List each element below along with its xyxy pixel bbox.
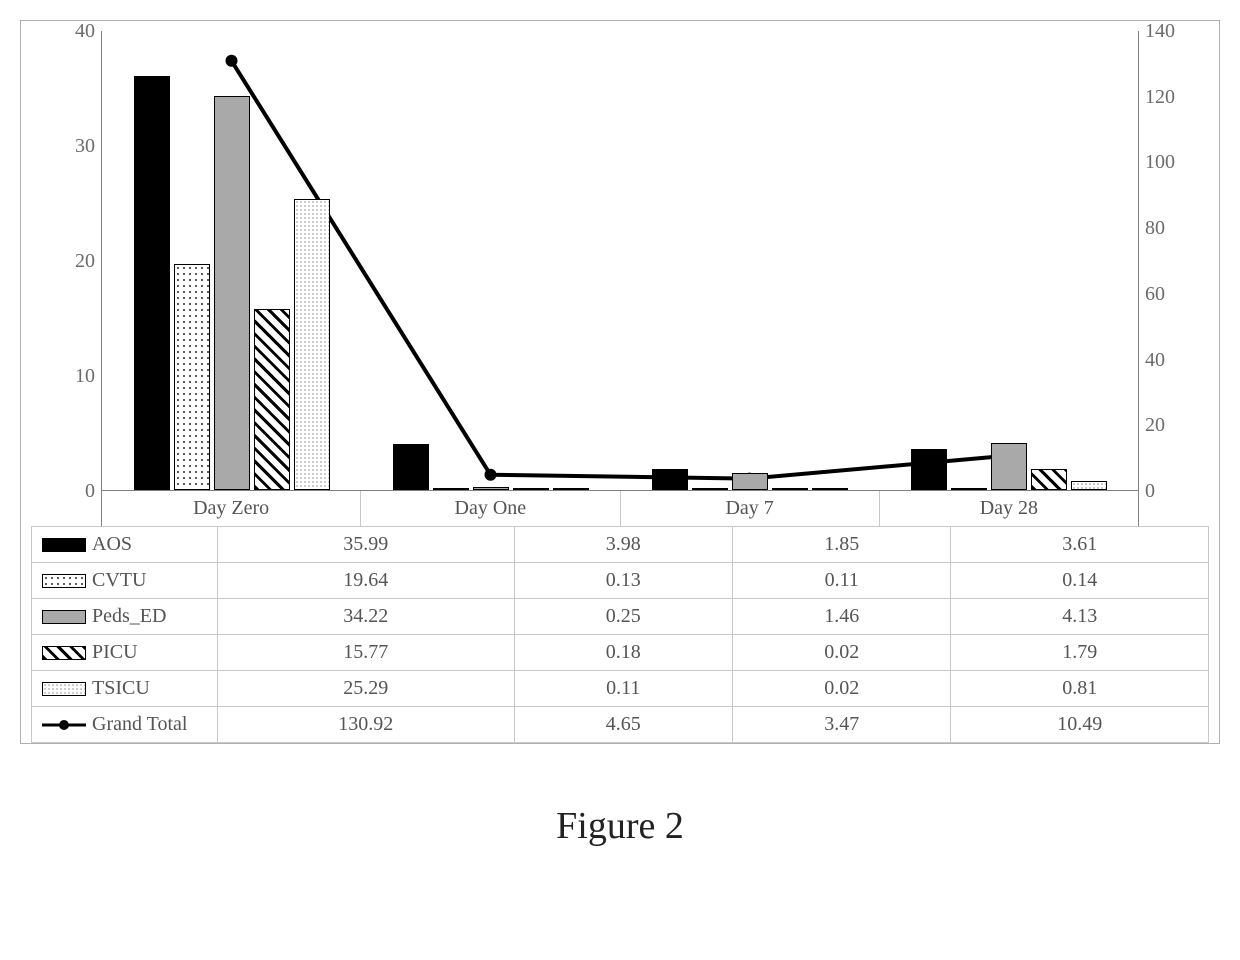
plot: Day Zero Day One Day 7 Day 28 — [101, 31, 1139, 526]
bar-tsicu — [294, 199, 330, 490]
legend-cell: TSICU — [32, 671, 218, 707]
value-cell: 1.46 — [733, 599, 951, 635]
value-cell: 0.11 — [733, 563, 951, 599]
value-cell: 0.25 — [514, 599, 732, 635]
table-row: Grand Total 130.924.653.4710.49 — [32, 707, 1209, 743]
bar-peds — [473, 487, 509, 490]
value-cell: 0.02 — [733, 635, 951, 671]
value-cell: 0.18 — [514, 635, 732, 671]
table-row: Peds_ED 34.220.251.464.13 — [32, 599, 1209, 635]
legend-swatch — [42, 574, 86, 588]
plot-area — [102, 31, 1138, 491]
legend-cell: Peds_ED — [32, 599, 218, 635]
bar-tsicu — [553, 488, 589, 490]
series-name: Grand Total — [92, 713, 187, 735]
y-axis-left: 40 30 20 10 0 — [31, 31, 101, 491]
series-name: PICU — [92, 641, 138, 663]
value-cell: 0.81 — [951, 671, 1209, 707]
x-label: Day Zero — [102, 491, 361, 526]
x-label: Day 28 — [880, 491, 1138, 526]
table-row: TSICU 25.290.110.020.81 — [32, 671, 1209, 707]
bar-tsicu — [1071, 481, 1107, 490]
bar-group — [911, 443, 1107, 490]
value-cell: 4.65 — [514, 707, 732, 743]
chart-frame: 40 30 20 10 0 Day Zero Day One Day 7 Day… — [20, 20, 1220, 744]
legend-cell: PICU — [32, 635, 218, 671]
value-cell: 3.98 — [514, 527, 732, 563]
table-row: AOS 35.993.981.853.61 — [32, 527, 1209, 563]
x-axis-labels: Day Zero Day One Day 7 Day 28 — [102, 491, 1138, 526]
legend-cell: AOS — [32, 527, 218, 563]
x-label: Day One — [361, 491, 620, 526]
value-cell: 25.29 — [218, 671, 515, 707]
value-cell: 19.64 — [218, 563, 515, 599]
legend-swatch — [42, 610, 86, 624]
value-cell: 1.85 — [733, 527, 951, 563]
legend-cell: CVTU — [32, 563, 218, 599]
value-cell: 0.02 — [733, 671, 951, 707]
value-cell: 0.11 — [514, 671, 732, 707]
value-cell: 15.77 — [218, 635, 515, 671]
bar-cvtu — [951, 488, 987, 490]
bar-aos — [393, 444, 429, 490]
value-cell: 0.13 — [514, 563, 732, 599]
line-marker — [226, 55, 238, 67]
bar-picu — [772, 488, 808, 490]
table-row: PICU 15.770.180.021.79 — [32, 635, 1209, 671]
bar-tsicu — [812, 488, 848, 490]
legend-swatch — [42, 682, 86, 696]
bar-cvtu — [692, 488, 728, 490]
bar-peds — [732, 473, 768, 490]
bar-picu — [513, 488, 549, 490]
value-cell: 3.47 — [733, 707, 951, 743]
data-table: AOS35.993.981.853.61CVTU19.640.130.110.1… — [31, 526, 1209, 743]
value-cell: 4.13 — [951, 599, 1209, 635]
bar-picu — [254, 309, 290, 490]
value-cell: 3.61 — [951, 527, 1209, 563]
value-cell: 130.92 — [218, 707, 515, 743]
grand-total-line — [232, 61, 1009, 479]
bar-aos — [911, 449, 947, 491]
value-cell: 1.79 — [951, 635, 1209, 671]
y-axis-right: 140 120 100 80 60 40 20 0 — [1139, 31, 1209, 491]
series-name: Peds_ED — [92, 605, 166, 627]
figure-caption: Figure 2 — [20, 804, 1220, 848]
bar-group — [134, 76, 330, 490]
legend-swatch — [42, 538, 86, 552]
legend-swatch — [42, 646, 86, 660]
bar-peds — [991, 443, 1027, 490]
bar-aos — [134, 76, 170, 490]
series-name: AOS — [92, 533, 132, 555]
legend-cell: Grand Total — [32, 707, 218, 743]
legend-line-icon — [42, 718, 86, 732]
series-name: CVTU — [92, 569, 146, 591]
bar-group — [393, 444, 589, 490]
bar-peds — [214, 96, 250, 490]
bar-aos — [652, 469, 688, 490]
bar-cvtu — [433, 488, 469, 490]
bar-picu — [1031, 469, 1067, 490]
value-cell: 10.49 — [951, 707, 1209, 743]
bar-cvtu — [174, 264, 210, 490]
value-cell: 34.22 — [218, 599, 515, 635]
chart-wrap: 40 30 20 10 0 Day Zero Day One Day 7 Day… — [31, 31, 1209, 526]
series-name: TSICU — [92, 677, 150, 699]
table-row: CVTU 19.640.130.110.14 — [32, 563, 1209, 599]
x-label: Day 7 — [621, 491, 880, 526]
value-cell: 0.14 — [951, 563, 1209, 599]
value-cell: 35.99 — [218, 527, 515, 563]
bar-group — [652, 469, 848, 490]
